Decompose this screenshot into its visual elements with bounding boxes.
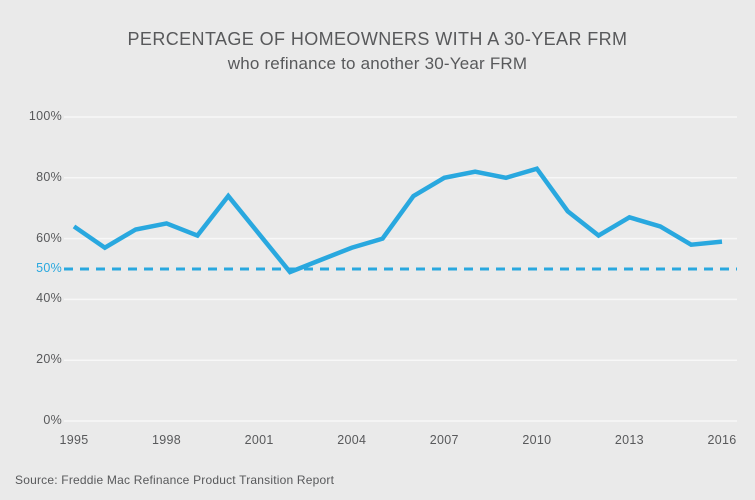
y-axis-label: 100% [28,109,62,123]
x-axis-label: 1998 [152,433,182,447]
x-axis-label: 2007 [429,433,459,447]
y-axis-label: 60% [36,230,62,245]
chart-title: PERCENTAGE OF HOMEOWNERS WITH A 30-YEAR … [127,29,628,49]
chart-title-block: PERCENTAGE OF HOMEOWNERS WITH A 30-YEAR … [0,26,755,77]
x-axis-label: 2016 [707,433,737,447]
gridlines [64,116,737,422]
x-axis-label: 2010 [522,433,552,447]
y-axis-label: 40% [36,291,62,306]
source-note: Source: Freddie Mac Refinance Product Tr… [15,473,335,487]
chart-subtitle: who refinance to another 30-Year FRM [227,54,528,74]
data-series-group [72,166,723,275]
x-axis-label: 2004 [337,433,367,447]
y-axis-label: 80% [36,169,62,184]
x-axis-label: 2001 [244,433,274,447]
y-axis-label-threshold: 50% [36,261,62,275]
y-axis-label: 0% [43,413,62,427]
y-axis-label: 20% [36,352,62,367]
x-axis-label: 1995 [59,433,89,447]
data-line [72,166,723,275]
x-axis-label: 2013 [614,433,644,447]
